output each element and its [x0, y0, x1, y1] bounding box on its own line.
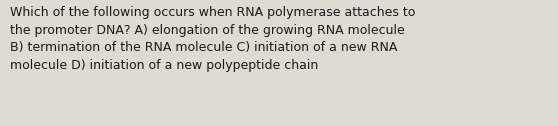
Text: Which of the following occurs when RNA polymerase attaches to
the promoter DNA? : Which of the following occurs when RNA p… — [10, 6, 415, 72]
